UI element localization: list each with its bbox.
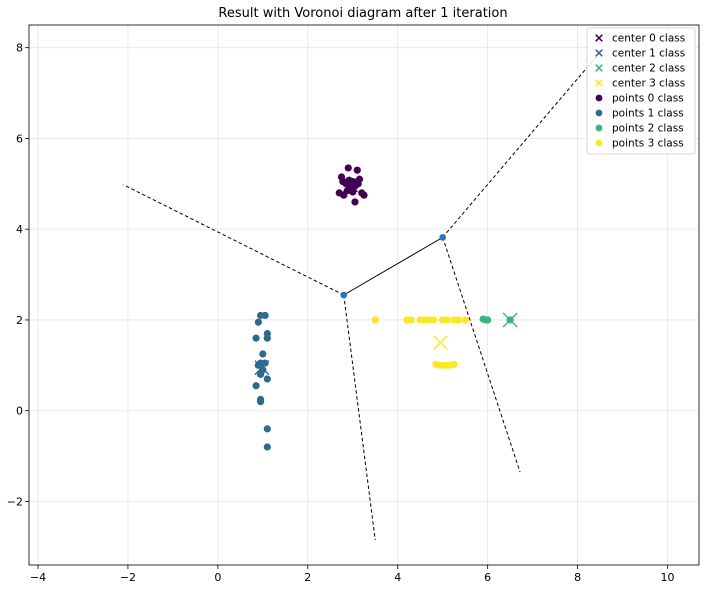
center-marker-class-3	[432, 335, 448, 351]
legend-item: center 1 class	[595, 48, 685, 60]
legend-item: center 3 class	[595, 78, 685, 90]
data-point-class-0	[349, 188, 357, 196]
data-point-class-1	[259, 350, 267, 358]
center-marker-stroke	[343, 177, 359, 193]
voronoi-vertex	[340, 291, 348, 299]
legend-label: points 2 class	[612, 123, 684, 135]
legend-label: center 3 class	[612, 78, 685, 90]
legend-dot-marker	[595, 109, 603, 117]
center-marker-class-2	[502, 312, 518, 328]
voronoi-ridge-dashed	[442, 237, 521, 473]
y-tick-label: 0	[16, 405, 23, 418]
x-tick-label: 10	[661, 571, 675, 584]
data-point-class-2	[484, 316, 492, 324]
x-tick-label: 0	[214, 571, 221, 584]
data-point-class-0	[353, 166, 361, 174]
legend-item: points 0 class	[595, 93, 684, 105]
center-marker-class-0	[343, 177, 359, 193]
legend-x-marker	[595, 49, 603, 57]
legend-label: points 0 class	[612, 93, 684, 105]
y-tick-label: 2	[16, 314, 23, 327]
data-point-class-0	[360, 191, 368, 199]
voronoi-ridges	[123, 51, 601, 541]
data-point-class-1	[252, 334, 260, 342]
data-points	[252, 164, 514, 451]
voronoi-ridge-dashed	[343, 294, 376, 541]
voronoi-ridge-dashed	[442, 51, 601, 238]
x-tick-label: −4	[30, 571, 46, 584]
data-point-class-1	[256, 370, 265, 379]
legend-label: points 3 class	[612, 138, 684, 150]
plot-frame	[28, 24, 700, 566]
legend: center 0 class center 1 class center 2 cla…	[586, 27, 696, 155]
voronoi-ridge-solid	[343, 236, 443, 296]
data-point-class-1	[263, 443, 271, 451]
data-point-class-0	[354, 180, 362, 188]
data-point-class-3	[461, 316, 469, 324]
legend-dot-marker	[595, 124, 603, 132]
x-tick-label: 2	[304, 571, 311, 584]
data-point-class-3	[407, 316, 415, 324]
data-point-class-1	[261, 311, 269, 320]
data-point-class-0	[351, 198, 359, 206]
legend-x-marker	[595, 79, 603, 87]
legend-item: center 0 class	[595, 33, 685, 45]
legend-dot-marker	[595, 94, 603, 102]
data-point-class-1	[256, 398, 265, 406]
legend-item: points 3 class	[595, 138, 684, 150]
center-marker-stroke	[502, 312, 518, 328]
legend-x-marker	[595, 34, 603, 42]
legend-label: center 2 class	[612, 63, 685, 75]
data-point-class-3	[371, 316, 379, 324]
voronoi-ridge-dashed	[123, 184, 344, 296]
data-point-class-1	[252, 382, 260, 390]
legend-label: center 0 class	[612, 33, 685, 45]
data-point-class-1	[263, 375, 271, 383]
x-tick-label: 6	[484, 571, 491, 584]
cluster-centers	[254, 177, 518, 376]
x-tick-label: 4	[394, 571, 401, 584]
data-point-class-0	[344, 164, 352, 172]
voronoi-vertices	[340, 234, 446, 299]
data-point-class-1	[254, 318, 262, 326]
voronoi-vertex	[439, 234, 446, 241]
axis-ticks: −4 −2 0 2 4 6 8 10 −2 0 2 4 6 8	[7, 42, 675, 584]
center-marker-stroke	[432, 335, 448, 351]
y-tick-label: 8	[16, 42, 23, 55]
center-marker-class-1	[254, 360, 270, 376]
legend-item: center 2 class	[595, 63, 685, 75]
legend-label: points 1 class	[612, 108, 684, 120]
data-point-class-3	[430, 316, 438, 324]
legend-label: center 1 class	[612, 48, 685, 60]
legend-item: points 2 class	[595, 123, 684, 135]
data-point-class-1	[261, 359, 269, 367]
y-tick-label: 6	[16, 132, 23, 145]
chart-title: Result with Voronoi diagram after 1 iter…	[218, 6, 507, 21]
x-tick-label: 8	[574, 571, 581, 584]
data-point-class-1	[263, 334, 271, 342]
data-point-class-3	[454, 316, 463, 324]
center-marker-stroke	[254, 360, 270, 376]
data-point-class-1	[254, 361, 262, 369]
legend-x-marker	[595, 64, 603, 72]
data-point-class-3	[443, 316, 451, 324]
y-tick-label: 4	[16, 223, 23, 236]
data-point-class-1	[263, 425, 271, 433]
data-point-class-3	[450, 360, 458, 369]
legend-box	[586, 27, 696, 155]
x-tick-label: −2	[120, 571, 136, 584]
y-tick-label: −2	[7, 495, 23, 508]
legend-item: points 1 class	[595, 108, 684, 120]
legend-dot-marker	[595, 139, 603, 147]
